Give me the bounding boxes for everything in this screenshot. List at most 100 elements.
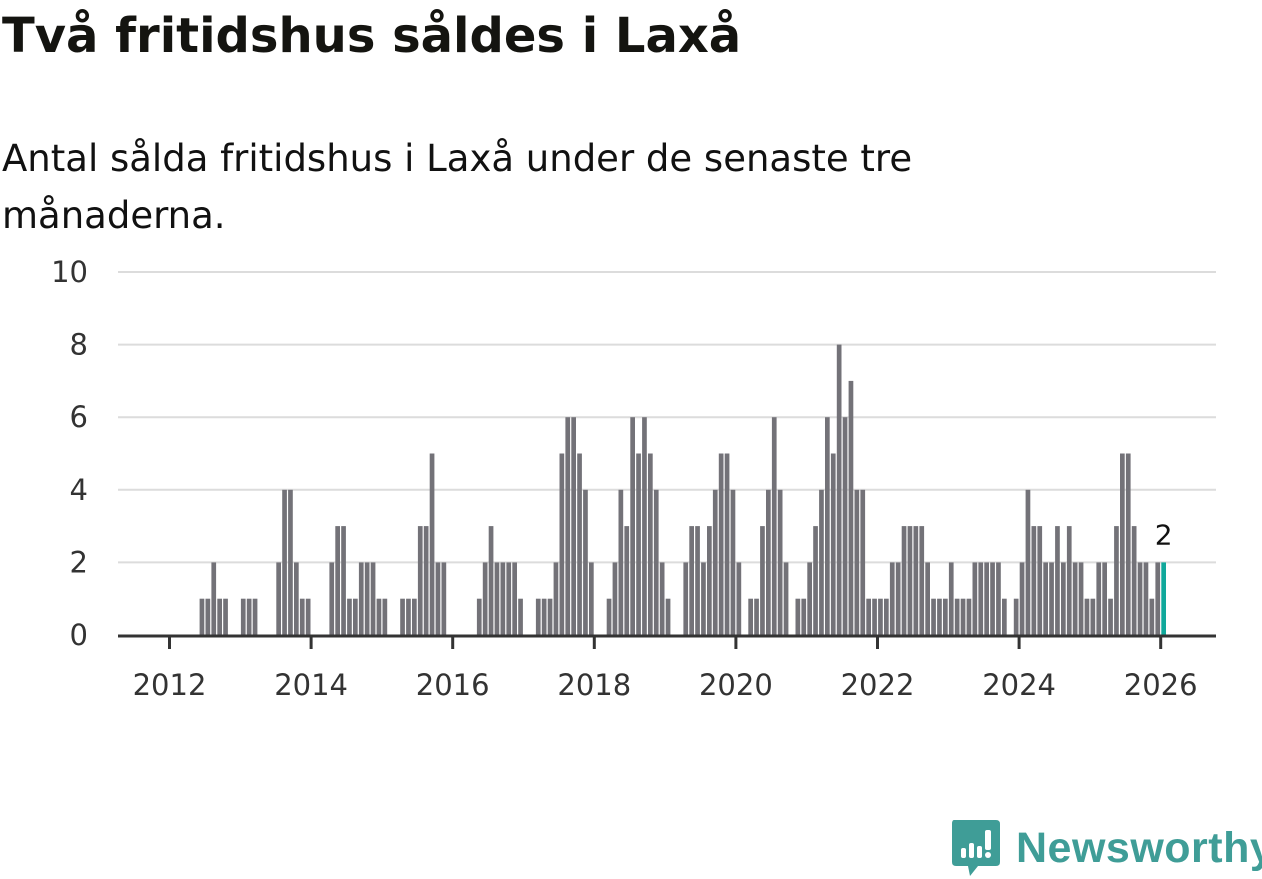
- bar: [512, 562, 517, 635]
- y-tick-label: 0: [70, 618, 88, 652]
- bar: [1061, 562, 1066, 635]
- chart-subtitle: Antal sålda fritidshus i Laxå under de s…: [2, 137, 913, 237]
- bar: [565, 417, 571, 635]
- bar: [217, 598, 222, 635]
- bar: [347, 598, 352, 635]
- bar: [553, 562, 559, 635]
- bar: [683, 562, 689, 635]
- bar: [895, 562, 901, 635]
- bar: [807, 562, 812, 635]
- bar: [500, 562, 506, 635]
- bar: [1037, 526, 1043, 635]
- bar: [884, 598, 889, 635]
- bar: [695, 526, 700, 635]
- y-tick-label: 6: [70, 400, 88, 434]
- bar: [370, 562, 376, 635]
- bar: [1125, 453, 1131, 635]
- bar: [1090, 598, 1096, 635]
- bar: [1096, 562, 1102, 635]
- bar: [382, 598, 388, 635]
- bar: [353, 598, 358, 635]
- bar: [978, 562, 984, 635]
- bar: [547, 598, 553, 635]
- bar: [919, 526, 925, 635]
- bar: [1120, 453, 1125, 635]
- newsworthy-logo: Newsworthy: [950, 818, 1262, 878]
- x-tick-label: 2026: [1124, 668, 1198, 702]
- bar: [299, 598, 305, 635]
- bar: [282, 489, 287, 635]
- bar: [476, 598, 482, 635]
- y-tick-label: 2: [70, 545, 88, 579]
- bar: [689, 526, 694, 635]
- highlight-value-label: 2: [1155, 518, 1173, 551]
- y-tick-label: 10: [51, 255, 88, 289]
- bar: [246, 598, 252, 635]
- bar: [842, 417, 848, 635]
- bar: [659, 562, 665, 635]
- bar: [1078, 562, 1084, 635]
- bar: [441, 562, 447, 635]
- bar: [199, 598, 205, 635]
- bar: [996, 562, 1001, 635]
- bar: [1055, 526, 1060, 635]
- bar: [606, 598, 612, 635]
- bar: [417, 526, 423, 635]
- bar: [1131, 526, 1137, 635]
- bar: [736, 562, 742, 635]
- bar: [990, 562, 995, 635]
- bar: [358, 562, 364, 635]
- bar: [1137, 562, 1143, 635]
- bar: [305, 598, 311, 635]
- bar: [205, 598, 211, 635]
- bar: [642, 417, 647, 635]
- y-tick-label: 4: [70, 473, 88, 507]
- bar: [335, 526, 340, 635]
- bar: [429, 453, 435, 635]
- bar: [1108, 598, 1113, 635]
- bar: [624, 526, 630, 635]
- x-tick-label: 2018: [557, 668, 631, 702]
- bar: [482, 562, 488, 635]
- bar: [1013, 598, 1019, 635]
- bar: [400, 598, 405, 635]
- bar: [329, 562, 335, 635]
- bar: [866, 598, 871, 635]
- bar: [406, 598, 411, 635]
- bar-chart: 0 2 4 6 8 10 2 2012 2014 2016 2018 2020 2022 2024 2026: [51, 255, 1216, 702]
- bar: [754, 598, 759, 635]
- bar: [1143, 562, 1149, 635]
- bar: [630, 417, 635, 635]
- bar: [901, 526, 907, 635]
- bar: [860, 489, 866, 635]
- bar: [795, 598, 801, 635]
- x-tick-label: 2016: [416, 668, 490, 702]
- bar: [589, 562, 594, 635]
- bar: [925, 562, 930, 635]
- bar: [1043, 562, 1048, 635]
- bar: [252, 598, 258, 635]
- bar: [783, 562, 789, 635]
- bar: [854, 489, 860, 635]
- bar: [506, 562, 512, 635]
- bar: [636, 453, 641, 635]
- bar: [1025, 489, 1031, 635]
- bar: [488, 526, 494, 635]
- x-tick-label: 2020: [699, 668, 773, 702]
- bar: [376, 598, 382, 635]
- bar: [577, 453, 582, 635]
- bar: [931, 598, 936, 635]
- axes: 0 2 4 6 8 10 2 2012 2014 2016 2018 2020 2022 2024 2026: [51, 255, 1216, 702]
- bar: [771, 417, 777, 635]
- bar: [1155, 562, 1161, 635]
- bar: [583, 489, 588, 635]
- bar: [960, 598, 966, 635]
- bar: [665, 598, 671, 635]
- x-tick-label: 2022: [841, 668, 915, 702]
- bar-highlight: [1161, 562, 1166, 635]
- bar: [341, 526, 346, 635]
- bar: [1066, 526, 1072, 635]
- bar: [1102, 562, 1107, 635]
- bar: [653, 489, 659, 635]
- bar: [966, 598, 972, 635]
